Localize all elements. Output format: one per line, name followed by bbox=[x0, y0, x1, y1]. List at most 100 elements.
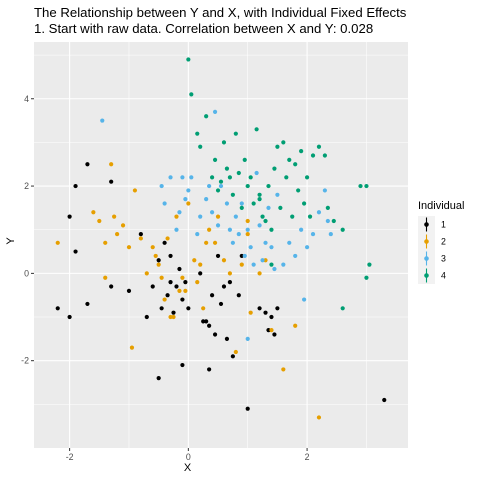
data-point-individual-2 bbox=[245, 218, 250, 224]
data-point-individual-1 bbox=[269, 314, 274, 320]
data-point-individual-4 bbox=[304, 175, 310, 180]
data-point-individual-3 bbox=[245, 336, 250, 341]
data-point-individual-1 bbox=[183, 280, 188, 285]
data-point-individual-1 bbox=[236, 293, 241, 298]
data-point-individual-2 bbox=[126, 245, 132, 250]
data-point-individual-2 bbox=[177, 288, 182, 293]
data-point-individual-2 bbox=[162, 297, 167, 302]
data-point-individual-2 bbox=[233, 349, 238, 355]
data-point-individual-1 bbox=[126, 288, 132, 293]
y-tick-label: 0 bbox=[24, 268, 29, 278]
data-point-individual-3 bbox=[275, 192, 280, 197]
data-point-individual-1 bbox=[85, 162, 90, 167]
x-tick-label: 0 bbox=[186, 452, 191, 462]
data-point-individual-1 bbox=[215, 253, 221, 259]
data-point-individual-4 bbox=[239, 205, 244, 210]
data-point-individual-3 bbox=[293, 253, 298, 259]
data-point-individual-1 bbox=[159, 306, 164, 311]
data-point-individual-3 bbox=[168, 175, 173, 180]
data-point-individual-1 bbox=[198, 271, 203, 276]
data-point-individual-2 bbox=[186, 201, 191, 206]
data-point-individual-4 bbox=[310, 153, 316, 158]
data-point-individual-4 bbox=[275, 144, 280, 149]
data-point-individual-2 bbox=[212, 240, 218, 245]
data-point-individual-1 bbox=[109, 284, 114, 289]
data-point-individual-3 bbox=[224, 201, 230, 206]
x-axis-ticks: -2 0 2 bbox=[66, 448, 310, 462]
data-point-individual-2 bbox=[171, 314, 176, 320]
data-point-individual-4 bbox=[263, 218, 268, 224]
data-point-individual-1 bbox=[156, 258, 161, 263]
y-axis-title: Y bbox=[5, 237, 17, 245]
data-point-individual-2 bbox=[239, 262, 244, 267]
data-point-individual-3 bbox=[209, 210, 215, 215]
data-point-individual-1 bbox=[207, 367, 212, 372]
chart-title: The Relationship between Y and X, with I… bbox=[34, 5, 407, 20]
data-point-individual-2 bbox=[109, 162, 114, 167]
data-point-individual-1 bbox=[73, 183, 78, 189]
data-point-individual-4 bbox=[340, 227, 345, 232]
data-point-individual-1 bbox=[207, 323, 212, 328]
y-tick-label: 2 bbox=[24, 181, 29, 191]
data-point-individual-4 bbox=[269, 227, 274, 232]
data-point-individual-4 bbox=[272, 166, 277, 171]
data-point-individual-2 bbox=[103, 275, 108, 280]
data-point-individual-4 bbox=[331, 218, 336, 224]
data-point-individual-2 bbox=[132, 188, 138, 193]
data-point-individual-2 bbox=[257, 271, 262, 276]
data-point-individual-4 bbox=[233, 131, 238, 136]
data-point-individual-4 bbox=[290, 214, 295, 219]
data-point-individual-3 bbox=[189, 175, 194, 180]
data-point-individual-4 bbox=[281, 140, 286, 145]
x-tick-label: -2 bbox=[66, 452, 74, 462]
data-point-individual-4 bbox=[218, 179, 224, 184]
data-point-individual-2 bbox=[55, 240, 60, 245]
data-point-individual-2 bbox=[192, 258, 197, 263]
data-point-individual-2 bbox=[159, 275, 164, 280]
data-point-individual-3 bbox=[198, 214, 203, 219]
data-point-individual-2 bbox=[168, 314, 173, 320]
minor-gridlines bbox=[34, 42, 408, 448]
data-point-individual-2 bbox=[150, 245, 155, 250]
data-point-individual-4 bbox=[209, 175, 215, 180]
data-point-individual-1 bbox=[239, 253, 244, 259]
data-point-individual-1 bbox=[168, 280, 173, 285]
data-point-individual-2 bbox=[129, 345, 135, 350]
data-point-individual-1 bbox=[224, 336, 230, 341]
data-point-individual-4 bbox=[325, 205, 330, 210]
data-point-individual-4 bbox=[302, 201, 307, 206]
legend-label: 4 bbox=[441, 271, 446, 281]
legend: Individual 1 2 3 4 bbox=[418, 200, 464, 284]
data-point-individual-1 bbox=[177, 266, 182, 272]
data-point-individual-3 bbox=[304, 245, 310, 250]
data-point-individual-1 bbox=[257, 306, 262, 311]
legend-key-point bbox=[424, 222, 429, 227]
data-point-individual-3 bbox=[236, 231, 241, 237]
data-point-individual-1 bbox=[230, 354, 235, 359]
data-point-individual-1 bbox=[55, 306, 60, 311]
data-point-individual-2 bbox=[153, 253, 158, 259]
chart-subtitle: 1. Start with raw data. Correlation betw… bbox=[34, 21, 373, 36]
data-point-individual-4 bbox=[248, 175, 253, 180]
data-point-individual-3 bbox=[287, 240, 292, 245]
data-point-individual-1 bbox=[85, 301, 90, 307]
plot-panel bbox=[34, 42, 408, 448]
data-point-individual-3 bbox=[230, 240, 235, 245]
data-point-individual-4 bbox=[215, 188, 221, 193]
x-axis-title: X bbox=[184, 462, 192, 474]
data-point-individual-3 bbox=[100, 118, 105, 123]
data-point-individual-2 bbox=[221, 258, 227, 263]
data-point-individual-1 bbox=[221, 284, 227, 289]
data-point-individual-3 bbox=[186, 188, 191, 193]
data-point-individual-1 bbox=[266, 328, 271, 333]
data-point-individual-1 bbox=[67, 314, 72, 320]
data-point-individual-1 bbox=[174, 284, 179, 289]
data-point-individual-2 bbox=[103, 240, 108, 245]
data-point-individual-1 bbox=[162, 240, 167, 245]
data-point-individual-3 bbox=[248, 245, 253, 250]
legend-label: 2 bbox=[441, 237, 446, 247]
data-point-individual-4 bbox=[195, 131, 200, 136]
data-point-individual-1 bbox=[201, 319, 206, 324]
data-point-individual-4 bbox=[257, 197, 262, 202]
data-point-individual-2 bbox=[201, 306, 206, 311]
